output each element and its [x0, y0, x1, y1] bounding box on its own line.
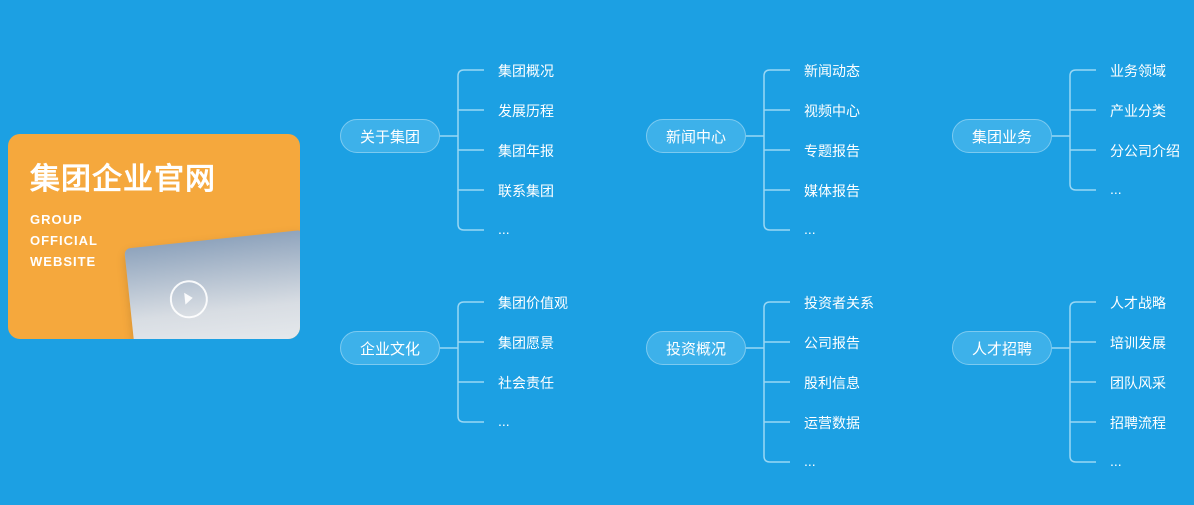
branch-node-label: 人才招聘: [972, 338, 1032, 359]
root-illustration: [124, 230, 300, 339]
leaf-node[interactable]: 培训发展: [1110, 333, 1166, 353]
leaf-node[interactable]: 分公司介绍: [1110, 141, 1180, 161]
leaf-node[interactable]: 新闻动态: [804, 61, 860, 81]
leaf-node[interactable]: 投资者关系: [804, 293, 874, 313]
leaf-node[interactable]: ...: [498, 413, 510, 429]
branch-node-label: 投资概况: [666, 338, 726, 359]
leaf-node[interactable]: 团队风采: [1110, 373, 1166, 393]
leaf-node[interactable]: 集团愿景: [498, 333, 554, 353]
leaf-node[interactable]: 集团价值观: [498, 293, 568, 313]
leaf-node[interactable]: ...: [804, 221, 816, 237]
leaf-node[interactable]: 视频中心: [804, 101, 860, 121]
branch-node-news[interactable]: 新闻中心: [646, 119, 746, 153]
leaf-node[interactable]: 发展历程: [498, 101, 554, 121]
leaf-node[interactable]: 社会责任: [498, 373, 554, 393]
branch-node-business[interactable]: 集团业务: [952, 119, 1052, 153]
branch-node-invest[interactable]: 投资概况: [646, 331, 746, 365]
branch-node-label: 关于集团: [360, 126, 420, 147]
leaf-node[interactable]: 招聘流程: [1110, 413, 1166, 433]
branch-node-label: 新闻中心: [666, 126, 726, 147]
leaf-node[interactable]: 产业分类: [1110, 101, 1166, 121]
leaf-node[interactable]: ...: [498, 221, 510, 237]
leaf-node[interactable]: 股利信息: [804, 373, 860, 393]
leaf-node[interactable]: 公司报告: [804, 333, 860, 353]
branch-node-culture[interactable]: 企业文化: [340, 331, 440, 365]
leaf-node[interactable]: ...: [804, 453, 816, 469]
leaf-node[interactable]: ...: [1110, 453, 1122, 469]
leaf-node[interactable]: 联系集团: [498, 181, 554, 201]
leaf-node[interactable]: 集团年报: [498, 141, 554, 161]
branch-node-about[interactable]: 关于集团: [340, 119, 440, 153]
leaf-node[interactable]: 运营数据: [804, 413, 860, 433]
root-subtitle-line: GROUP: [30, 210, 278, 231]
leaf-node[interactable]: 媒体报告: [804, 181, 860, 201]
root-node-card: 集团企业官网 GROUP OFFICIAL WEBSITE: [8, 134, 300, 339]
branch-node-label: 企业文化: [360, 338, 420, 359]
leaf-node[interactable]: ...: [1110, 181, 1122, 197]
root-title: 集团企业官网: [30, 154, 278, 198]
leaf-node[interactable]: 业务领域: [1110, 61, 1166, 81]
branch-node-label: 集团业务: [972, 126, 1032, 147]
leaf-node[interactable]: 人才战略: [1110, 293, 1166, 313]
leaf-node[interactable]: 集团概况: [498, 61, 554, 81]
branch-node-hr[interactable]: 人才招聘: [952, 331, 1052, 365]
leaf-node[interactable]: 专题报告: [804, 141, 860, 161]
